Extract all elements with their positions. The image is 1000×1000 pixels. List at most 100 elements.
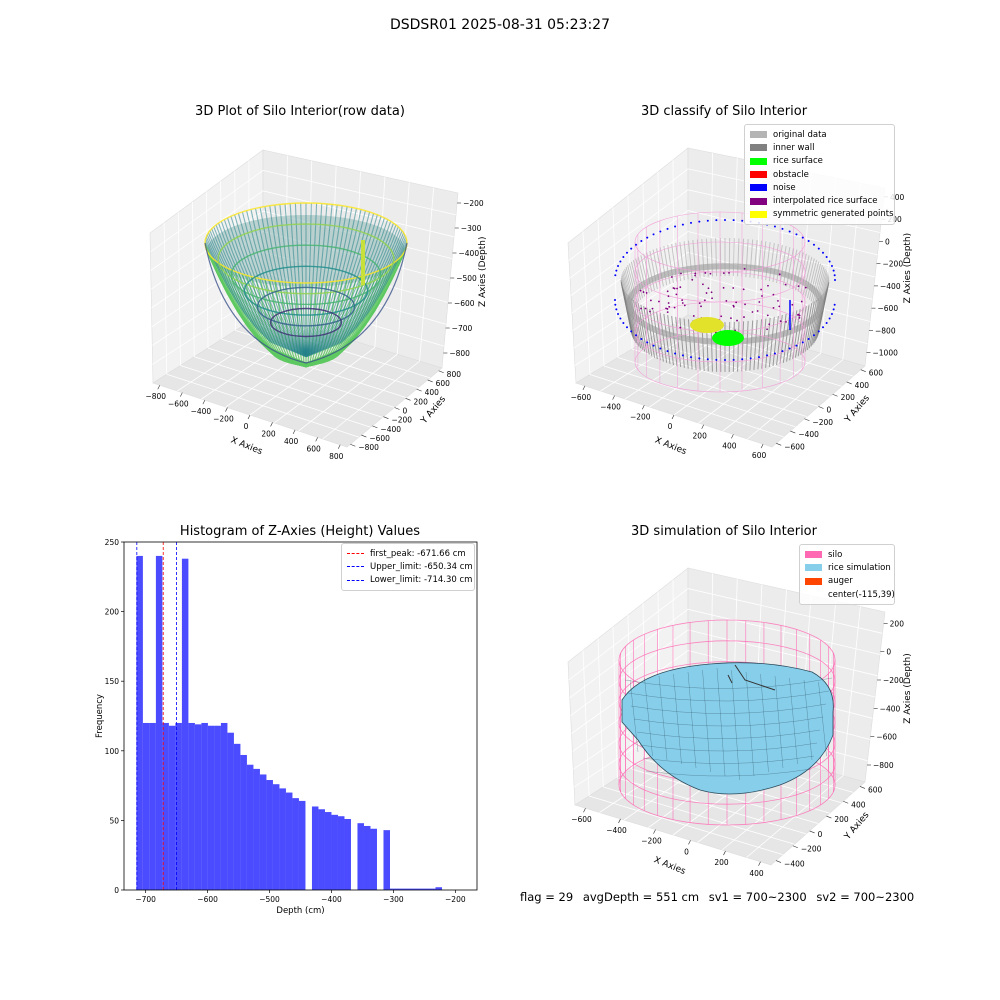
noise-point bbox=[801, 341, 804, 344]
noise-point bbox=[681, 223, 684, 226]
legend-item: center(-115,39) bbox=[805, 588, 895, 601]
z-tick-label: −700 bbox=[452, 324, 473, 333]
rice-mesh-line bbox=[636, 729, 821, 739]
noise-point bbox=[635, 334, 638, 337]
bowl-meridian bbox=[274, 204, 307, 354]
inner-wall-point bbox=[637, 303, 648, 354]
x-tick bbox=[157, 385, 161, 390]
histogram-bars bbox=[136, 555, 443, 890]
x-tick bbox=[270, 422, 273, 427]
panel2-legend: original data inner wall rice surface obsta… bbox=[744, 124, 895, 226]
interp-point bbox=[658, 300, 660, 303]
noise-point bbox=[822, 326, 825, 329]
noise-point bbox=[646, 236, 649, 239]
inner-wall-point bbox=[779, 313, 787, 365]
z-tick-label: −600 bbox=[876, 733, 897, 742]
interp-point bbox=[710, 291, 713, 294]
legend-item: interpolated rice surface bbox=[750, 194, 889, 207]
legend-label: inner wall bbox=[773, 142, 815, 153]
x-tick bbox=[760, 443, 764, 449]
noise-point bbox=[635, 243, 638, 246]
noise-point bbox=[741, 358, 744, 361]
noise-point bbox=[795, 233, 798, 236]
y-tick bbox=[826, 815, 832, 819]
rice-mesh-line bbox=[687, 671, 697, 769]
inner-wall-point bbox=[737, 321, 740, 372]
y-tick-label: 400 bbox=[425, 388, 440, 397]
legend-line bbox=[347, 566, 364, 568]
rice-mesh-line bbox=[716, 667, 726, 777]
legend-item: original data bbox=[750, 128, 889, 141]
interp-point bbox=[725, 299, 728, 302]
z-tick-label: −800 bbox=[875, 326, 896, 335]
interp-point bbox=[732, 287, 735, 289]
noise-point bbox=[640, 337, 643, 340]
z-tick-label: −400 bbox=[459, 249, 480, 258]
y-tick-label: 200 bbox=[834, 815, 849, 824]
inner-wall-point bbox=[765, 242, 771, 281]
bowl-contour bbox=[256, 286, 356, 327]
noise-point bbox=[773, 225, 776, 228]
histogram-bar bbox=[337, 816, 345, 890]
interp-point bbox=[797, 313, 800, 316]
bowl-meridian bbox=[269, 205, 307, 354]
inner-wall-point bbox=[792, 250, 801, 290]
interp-point bbox=[694, 274, 697, 277]
footer-stats: flag = 29 avgDepth = 551 cm sv1 = 700~23… bbox=[520, 890, 920, 904]
histogram-bar bbox=[233, 743, 241, 890]
rice-mesh-line bbox=[627, 690, 830, 702]
legend-label: Lower_limit: -714.30 cm bbox=[370, 575, 473, 586]
bowl-meridian bbox=[207, 232, 307, 357]
x-tick-label: 400 bbox=[749, 869, 764, 878]
histogram-bar bbox=[240, 754, 247, 890]
bowl-meridian bbox=[205, 236, 307, 357]
noise-point bbox=[630, 247, 633, 250]
interp-point bbox=[756, 310, 759, 312]
x-tick bbox=[671, 414, 675, 420]
noise-point bbox=[807, 337, 810, 340]
histogram-bar bbox=[194, 724, 202, 890]
y-tick-label: −200 bbox=[801, 845, 822, 854]
interp-point bbox=[797, 285, 800, 288]
interp-point bbox=[743, 267, 746, 270]
y-tick-label: 150 bbox=[105, 677, 120, 686]
legend-item: symmetric generated points bbox=[750, 208, 894, 221]
y-tick-label: −800 bbox=[358, 443, 379, 452]
noise-point bbox=[715, 358, 718, 361]
bowl-meridian bbox=[305, 234, 406, 357]
x-tick bbox=[180, 392, 183, 397]
noise-point bbox=[619, 317, 622, 320]
inner-wall-point bbox=[806, 259, 818, 299]
bowl-meridian bbox=[294, 203, 307, 354]
x-tick-label: 400 bbox=[722, 441, 737, 450]
interp-point bbox=[743, 316, 745, 318]
x-tick bbox=[642, 405, 645, 410]
interp-point bbox=[668, 305, 671, 308]
interp-point bbox=[720, 315, 723, 318]
x-tick-label: −600 bbox=[571, 393, 592, 402]
x-tick-label: 600 bbox=[307, 444, 322, 453]
noise-point bbox=[832, 269, 835, 272]
interp-point bbox=[679, 326, 682, 329]
histogram-bar bbox=[259, 774, 267, 890]
x-tick-label: 0 bbox=[668, 422, 673, 431]
noise-point bbox=[788, 230, 791, 233]
grid-line bbox=[698, 346, 799, 424]
x-tick-label: 200 bbox=[693, 432, 708, 441]
noise-point bbox=[619, 260, 622, 263]
histogram-bar bbox=[415, 888, 423, 890]
histogram-bar bbox=[402, 888, 410, 890]
noise-point bbox=[698, 357, 701, 360]
interp-point bbox=[722, 272, 725, 275]
z-axis-label: Z Axies (Depth) bbox=[478, 236, 488, 307]
bowl-meridian bbox=[254, 208, 307, 354]
panel2-point-cloud bbox=[614, 211, 836, 393]
interp-point bbox=[730, 317, 732, 320]
interp-point bbox=[649, 310, 651, 313]
figure-title: DSDSR01 2025-08-31 05:23:27 bbox=[389, 17, 610, 33]
y-tick-label: 50 bbox=[109, 816, 119, 825]
inner-wall-point bbox=[745, 320, 749, 371]
x-tick bbox=[337, 444, 341, 449]
interp-point bbox=[702, 283, 704, 286]
bowl-meridian bbox=[204, 242, 307, 364]
